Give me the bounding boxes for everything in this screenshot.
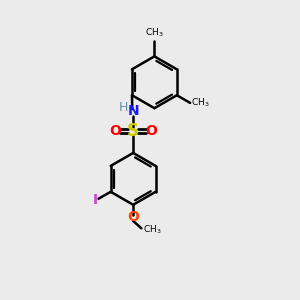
Text: O: O [146, 124, 157, 138]
Text: I: I [93, 194, 98, 208]
Text: CH$_3$: CH$_3$ [191, 97, 210, 109]
Text: N: N [127, 104, 139, 118]
Text: CH$_3$: CH$_3$ [145, 26, 164, 39]
Text: O: O [127, 210, 139, 224]
Text: H: H [119, 101, 128, 114]
Text: CH$_3$: CH$_3$ [143, 223, 162, 236]
Text: S: S [127, 122, 139, 140]
Text: O: O [109, 124, 121, 138]
